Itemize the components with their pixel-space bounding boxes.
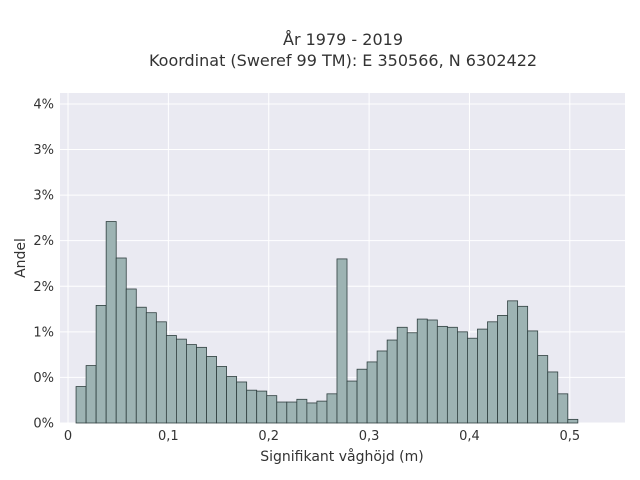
- histogram-bar: [95, 305, 107, 424]
- histogram-bar: [527, 330, 539, 424]
- histogram-bar: [406, 332, 418, 424]
- histogram-bar: [155, 321, 167, 424]
- x-tick-labels: 0 0,1 0,2 0,3 0,4 0,5: [64, 429, 580, 444]
- histogram-bar: [145, 312, 157, 424]
- y-tick-label: 0%: [33, 417, 54, 432]
- histogram-bar: [386, 339, 398, 424]
- x-tick-label: 0: [64, 429, 72, 444]
- histogram-bar: [226, 376, 238, 424]
- histogram-bar: [416, 318, 428, 424]
- histogram-bar: [85, 365, 97, 424]
- histogram-bar: [557, 393, 569, 424]
- y-tick-label: 3%: [33, 143, 54, 158]
- histogram-bar: [165, 335, 177, 424]
- y-tick-label: 0%: [33, 371, 54, 386]
- histogram-bar: [356, 368, 368, 424]
- histogram-bar: [477, 328, 488, 424]
- y-tick-label: 1%: [33, 325, 54, 340]
- y-tick-label: 2%: [33, 280, 54, 295]
- histogram-bar: [196, 346, 207, 424]
- histogram-bar: [176, 338, 187, 424]
- x-axis-label: Signifikant våghöjd (m): [260, 448, 423, 465]
- histogram-bar: [346, 380, 358, 424]
- histogram-bar: [537, 355, 549, 424]
- histogram-bar: [366, 361, 378, 424]
- histogram-bars: [75, 221, 579, 424]
- y-axis-label: Andel: [13, 238, 29, 278]
- x-tick-label: 0,3: [359, 429, 380, 444]
- histogram-bar: [306, 402, 318, 424]
- histogram-bar: [547, 371, 559, 424]
- histogram-bar: [115, 257, 127, 424]
- histogram-bar: [256, 390, 268, 424]
- histogram-bar: [216, 366, 227, 424]
- histogram-bar: [497, 315, 508, 424]
- histogram-bar: [376, 350, 388, 424]
- x-tick-label: 0,4: [459, 429, 480, 444]
- histogram-bar: [517, 305, 529, 424]
- y-tick-labels: 0% 0% 1% 2% 2% 3% 3% 4%: [33, 97, 54, 431]
- histogram-bar: [286, 401, 298, 424]
- histogram-bar: [266, 395, 278, 424]
- histogram-bar: [125, 288, 137, 424]
- histogram-bar: [446, 326, 458, 424]
- histogram-bar: [426, 319, 438, 424]
- histogram-bar: [507, 300, 519, 424]
- histogram-bar: [336, 258, 348, 424]
- y-tick-label: 3%: [33, 189, 54, 204]
- histogram-bar: [396, 326, 408, 424]
- histogram-bar: [236, 381, 248, 424]
- x-tick-label: 0,2: [258, 429, 279, 444]
- histogram-bar: [296, 398, 308, 424]
- x-tick-label: 0,1: [158, 429, 179, 444]
- y-tick-label: 2%: [33, 234, 54, 249]
- histogram-bar: [326, 393, 338, 424]
- histogram-bar: [135, 306, 147, 424]
- x-tick-label: 0,5: [559, 429, 580, 444]
- histogram-bar: [457, 331, 468, 424]
- histogram-bar: [276, 401, 288, 424]
- histogram-bar: [246, 389, 258, 424]
- histogram-bar: [316, 400, 328, 424]
- histogram-bar: [206, 356, 217, 424]
- histogram-bar: [75, 386, 87, 424]
- chart-title-line-1: År 1979 - 2019: [283, 30, 403, 49]
- y-tick-label: 4%: [33, 97, 54, 112]
- histogram-bar: [467, 337, 478, 424]
- chart-title-line-2: Koordinat (Sweref 99 TM): E 350566, N 63…: [149, 51, 537, 70]
- histogram-bar: [436, 325, 448, 424]
- histogram-bar: [105, 221, 117, 424]
- histogram-bar: [186, 344, 197, 424]
- histogram-bar: [487, 321, 498, 424]
- histogram-bar: [567, 418, 579, 424]
